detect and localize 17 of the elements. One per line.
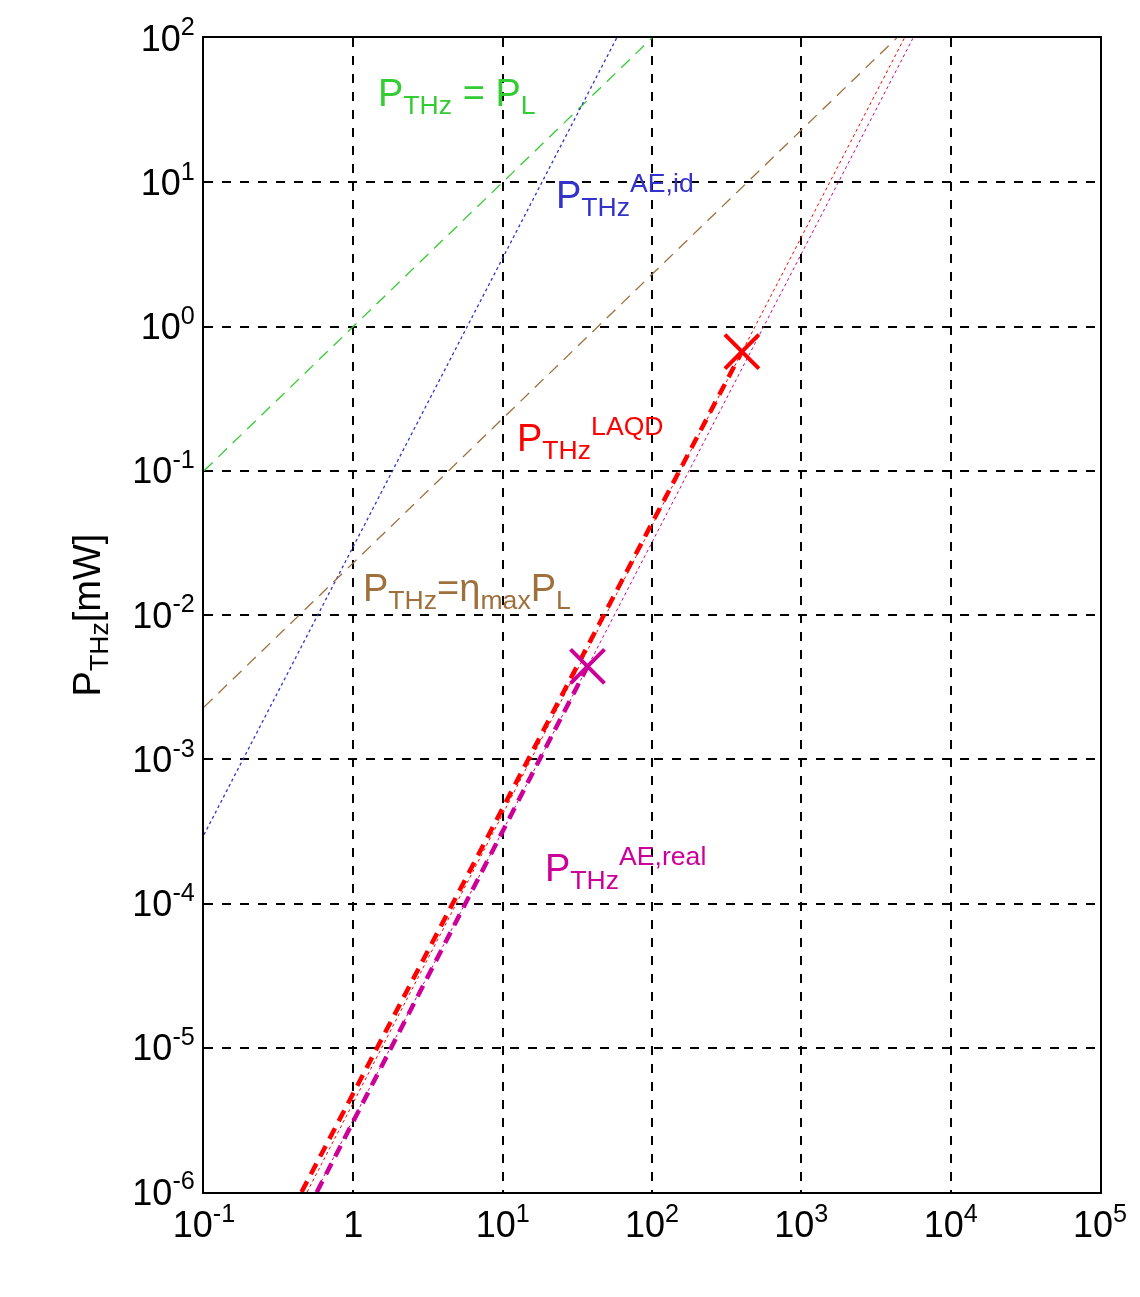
x-tick-label: 10$^{2}$ bbox=[624, 1199, 680, 1246]
y-tick-label: 10$^{-5}$ bbox=[132, 1022, 195, 1069]
y-tick-label: 10$^{-4}$ bbox=[132, 877, 195, 925]
x-tick-label: 10$^{3}$ bbox=[774, 1199, 829, 1246]
y-tick-label: 10$^{-3}$ bbox=[132, 733, 195, 780]
x-tick-label: 10$^{5}$ bbox=[1072, 1199, 1128, 1246]
y-tick-label: 10$^{1}$ bbox=[140, 156, 195, 203]
x-tick-label: 10$^{4}$ bbox=[923, 1199, 978, 1246]
y-tick-label: 10$^{-2}$ bbox=[132, 589, 195, 636]
series-label: P$_{THz}$=η$_{max}$P$_{L}$ bbox=[363, 567, 571, 615]
y-tick-label: 10$^{0}$ bbox=[140, 300, 195, 348]
x-tick-label: 10$^{1}$ bbox=[475, 1199, 530, 1246]
x-tick-label: 1 bbox=[343, 1204, 364, 1246]
y-tick-label: 10$^{2}$ bbox=[140, 12, 195, 59]
y-tick-label: 10$^{-1}$ bbox=[132, 445, 195, 492]
x-tick-label: 10$^{-1}$ bbox=[172, 1199, 236, 1246]
series-label: P$_{THz}$ = P$_{L}$ bbox=[378, 72, 536, 120]
